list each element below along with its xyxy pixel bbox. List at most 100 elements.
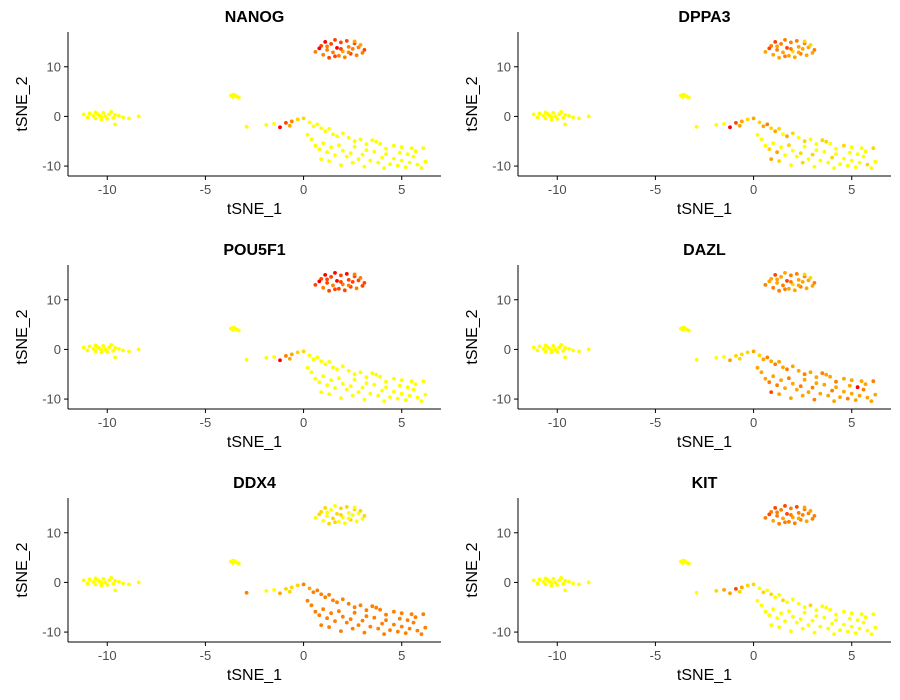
data-point — [327, 55, 331, 60]
data-point — [845, 163, 850, 168]
data-point — [333, 38, 337, 42]
data-point — [873, 159, 878, 164]
data-point — [388, 162, 392, 167]
data-point — [812, 281, 817, 285]
data-point — [857, 160, 862, 165]
data-point — [796, 135, 801, 140]
data-point — [567, 347, 571, 351]
y-axis-title: tSNE_2 — [14, 309, 31, 364]
data-point — [834, 385, 838, 390]
data-point — [327, 592, 331, 597]
data-point — [842, 389, 846, 394]
data-point — [808, 276, 813, 280]
y-tick-label: -10 — [492, 392, 511, 407]
data-point — [339, 629, 343, 633]
y-tick-label: 0 — [504, 342, 511, 357]
data-point — [321, 374, 326, 379]
data-point — [728, 358, 732, 363]
data-point — [352, 505, 357, 510]
data-point — [407, 160, 412, 165]
data-point — [244, 357, 249, 362]
data-point — [842, 156, 846, 161]
data-point — [399, 611, 404, 616]
data-point — [814, 608, 819, 613]
data-point — [388, 628, 392, 632]
data-point — [842, 143, 846, 148]
data-point — [792, 55, 797, 60]
data-point — [395, 396, 400, 401]
data-point — [798, 617, 803, 622]
data-point — [755, 598, 760, 603]
data-point — [419, 632, 424, 636]
data-point — [863, 382, 868, 387]
x-tick-label: -10 — [548, 648, 567, 663]
data-point — [358, 603, 363, 608]
data-point — [344, 154, 349, 159]
data-point — [399, 158, 404, 163]
data-point — [315, 588, 320, 593]
data-point — [824, 139, 829, 144]
data-point — [93, 576, 98, 581]
data-point — [352, 139, 357, 144]
data-point — [714, 123, 719, 127]
data-point — [101, 344, 106, 348]
data-point — [376, 393, 381, 398]
data-point — [779, 508, 783, 512]
data-point — [555, 350, 560, 354]
data-point — [785, 600, 789, 605]
data-point — [810, 152, 815, 157]
data-point — [384, 146, 388, 151]
data-point — [335, 512, 339, 516]
data-point — [808, 43, 813, 47]
data-point — [362, 514, 367, 518]
data-point — [771, 374, 776, 379]
data-point — [832, 632, 836, 636]
data-point — [722, 122, 726, 126]
data-point — [358, 137, 363, 142]
x-tick-label: -5 — [650, 182, 662, 197]
data-point — [382, 632, 386, 636]
data-point — [734, 354, 738, 358]
data-point — [327, 159, 331, 164]
data-point — [769, 623, 774, 627]
data-point — [93, 343, 98, 348]
data-point — [543, 116, 548, 121]
data-point — [790, 597, 795, 602]
data-point — [745, 583, 750, 588]
data-point — [419, 399, 424, 403]
data-point — [796, 283, 801, 288]
data-point — [769, 157, 774, 162]
data-point — [93, 349, 98, 354]
data-point — [384, 379, 388, 384]
data-point — [368, 624, 373, 629]
data-point — [765, 355, 770, 360]
data-point — [855, 618, 860, 623]
x-tick-label: -10 — [98, 415, 117, 430]
data-point — [101, 111, 106, 115]
data-point — [543, 343, 548, 348]
data-point — [403, 165, 408, 170]
data-point — [739, 585, 744, 590]
data-point — [787, 376, 791, 381]
data-point — [323, 362, 328, 367]
data-point — [392, 622, 396, 627]
y-tick-label: -10 — [492, 625, 511, 640]
data-point — [777, 592, 781, 597]
data-point — [783, 271, 787, 275]
data-point — [317, 380, 322, 385]
data-point — [820, 138, 825, 143]
data-point — [785, 134, 789, 139]
data-point — [339, 280, 343, 284]
data-point — [311, 357, 316, 362]
data-point — [126, 116, 131, 121]
data-point — [838, 628, 842, 632]
data-point — [333, 619, 337, 623]
data-point — [113, 346, 117, 350]
y-tick-label: -10 — [492, 159, 511, 174]
data-point — [392, 389, 396, 394]
data-point — [783, 619, 787, 623]
data-point — [340, 131, 345, 136]
data-point — [319, 157, 324, 162]
data-point — [362, 48, 367, 52]
data-point — [745, 350, 750, 355]
